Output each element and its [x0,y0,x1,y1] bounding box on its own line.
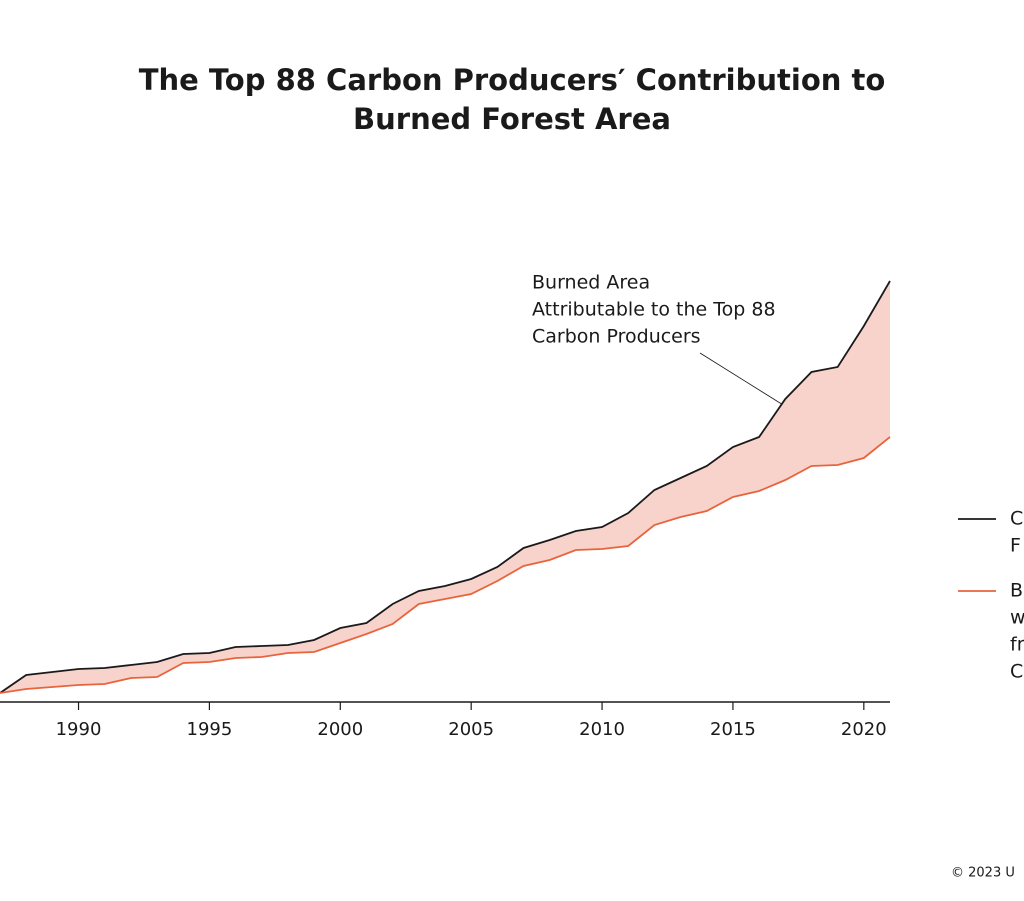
legend-label: F [1010,535,1021,557]
legend-label: B [1010,580,1023,602]
footer: © 2023 U [951,866,1015,881]
chart-title: The Top 88 Carbon Producers′ Contributio… [139,63,886,97]
x-tick-label: 2000 [317,719,363,740]
annotation: Burned Area [532,272,650,294]
annotation: Carbon Producers [532,326,701,348]
x-tick-label: 2005 [448,719,494,740]
series-line [0,436,891,694]
attributable-band [0,281,890,693]
annotation: Attributable to the Top 88 [532,299,776,321]
legend-label: fr [1010,634,1024,656]
legend-label: w [1010,607,1024,629]
series-line [0,280,891,694]
legend-label: C [1010,508,1023,530]
x-tick-label: 1990 [56,719,102,740]
x-tick-label: 1995 [187,719,233,740]
chart-title: Burned Forest Area [353,102,671,136]
legend-label: C [1010,661,1023,683]
x-tick-label: 2010 [579,719,625,740]
x-tick-label: 2015 [710,719,756,740]
x-tick-label: 2020 [841,719,887,740]
